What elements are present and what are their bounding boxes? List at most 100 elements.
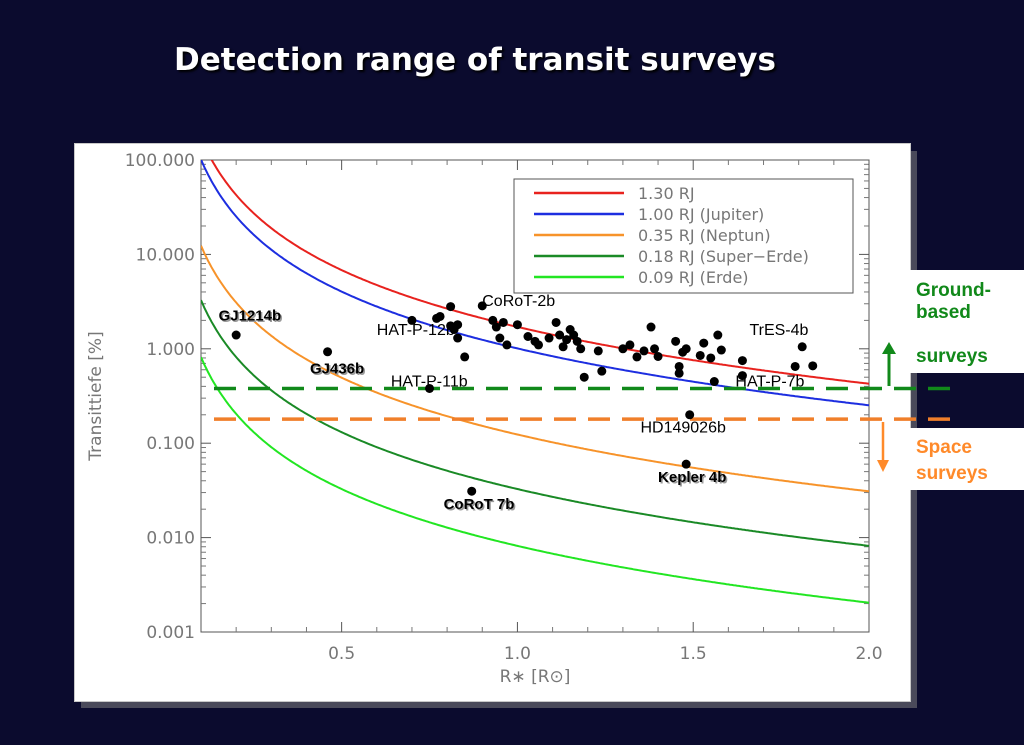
x-tick-label: 1.0 — [504, 644, 531, 664]
data-point — [593, 346, 603, 356]
data-point — [576, 344, 586, 354]
data-point — [544, 333, 554, 343]
data-point — [534, 340, 544, 350]
data-point — [425, 383, 435, 393]
ground-arrow-head — [882, 342, 896, 354]
data-point — [632, 352, 642, 362]
data-point — [713, 330, 723, 340]
data-point — [706, 353, 716, 363]
y-tick-label: 10.000 — [136, 245, 195, 265]
data-point — [488, 315, 498, 325]
legend-entry: 1.30 RJ — [638, 184, 695, 203]
data-point — [323, 347, 333, 357]
ground-label-line3: surveys — [916, 346, 988, 367]
data-point — [671, 336, 681, 346]
legend-entry: 1.00 RJ (Jupiter) — [638, 205, 764, 224]
series-line — [201, 356, 869, 604]
slide-title: Detection range of transit surveys — [174, 42, 776, 78]
legend-entry: 0.09 RJ (Erde) — [638, 268, 749, 287]
annotation-label: HAT-P-7b — [735, 373, 804, 390]
plot-frame — [200, 159, 870, 633]
data-point — [716, 345, 726, 355]
data-point — [674, 368, 684, 378]
data-point — [523, 331, 533, 341]
data-point — [625, 340, 635, 350]
annotation-label: HD149026b — [640, 419, 726, 436]
data-point — [737, 356, 747, 366]
data-point — [790, 361, 800, 371]
data-point — [558, 342, 568, 352]
data-point — [709, 377, 719, 387]
data-point — [562, 335, 572, 345]
data-point — [502, 340, 512, 350]
space-label-line1: Space — [916, 437, 972, 458]
data-point — [681, 344, 691, 354]
data-point — [579, 372, 589, 382]
space-arrow-head — [877, 460, 889, 472]
data-point — [737, 371, 747, 381]
series-line — [201, 160, 869, 407]
y-axis-label: Transittiefe [%] — [86, 331, 106, 461]
ground-label-line2: based — [916, 302, 971, 323]
data-point — [653, 351, 663, 361]
data-point — [797, 342, 807, 352]
legend-entry: 0.18 RJ (Super−Erde) — [638, 247, 809, 266]
data-point — [639, 346, 649, 356]
annotation-label: CoRoT 7b — [444, 496, 515, 513]
y-tick-label: 1.000 — [146, 340, 195, 360]
data-point — [491, 322, 501, 332]
data-point — [674, 361, 684, 371]
annotation-label: GJ1214b — [219, 307, 282, 324]
x-tick-label: 2.0 — [855, 644, 882, 664]
data-point — [699, 338, 709, 348]
data-point — [572, 336, 582, 346]
x-axis-label: R∗ [R⊙] — [500, 667, 571, 687]
data-point — [695, 350, 705, 360]
x-tick-label: 0.5 — [328, 644, 355, 664]
data-point — [808, 361, 818, 371]
legend-entry: 0.35 RJ (Neptun) — [638, 226, 771, 245]
annotation-shadow: GJ1214b — [220, 309, 283, 326]
data-point — [453, 320, 463, 330]
y-tick-label: 0.100 — [146, 434, 195, 454]
data-point — [460, 352, 470, 362]
data-point — [467, 486, 477, 496]
annotation-shadow: Kepler 4b — [660, 470, 728, 487]
data-point — [685, 410, 695, 420]
data-point — [681, 459, 691, 469]
data-point — [231, 330, 241, 340]
data-point — [498, 317, 508, 327]
series-line — [210, 160, 869, 385]
y-tick-label: 0.010 — [146, 529, 195, 549]
ground-label-line1: Ground- — [916, 280, 991, 301]
data-point — [407, 315, 417, 325]
series-line — [201, 245, 869, 493]
annotation-shadow: GJ436b — [311, 362, 365, 379]
annotation-label: TrES-4b — [749, 322, 808, 339]
data-point — [512, 320, 522, 330]
annotation-label: HAT-P-12b — [377, 322, 455, 339]
data-point — [446, 302, 456, 312]
data-point — [477, 301, 487, 311]
data-point — [650, 344, 660, 354]
data-point — [453, 333, 463, 343]
y-tick-label: 100.000 — [125, 151, 195, 171]
data-point — [435, 311, 445, 321]
data-point — [551, 317, 561, 327]
y-tick-label: 0.001 — [146, 623, 195, 643]
data-point — [555, 330, 565, 340]
data-point — [646, 322, 656, 332]
annotation-label: Kepler 4b — [658, 469, 726, 486]
annotation-label: CoRoT-2b — [482, 293, 555, 310]
x-tick-label: 1.5 — [680, 644, 707, 664]
annotation-shadow: CoRoT 7b — [445, 498, 516, 515]
data-point — [495, 333, 505, 343]
series-line — [201, 299, 869, 547]
space-label-line2: surveys — [916, 463, 988, 484]
data-point — [597, 366, 607, 376]
data-point — [618, 344, 628, 354]
annotation-label: HAT-P-11b — [391, 373, 468, 390]
space-surveys-label-box: Space surveys — [906, 428, 1024, 490]
annotation-label: GJ436b — [310, 360, 364, 377]
